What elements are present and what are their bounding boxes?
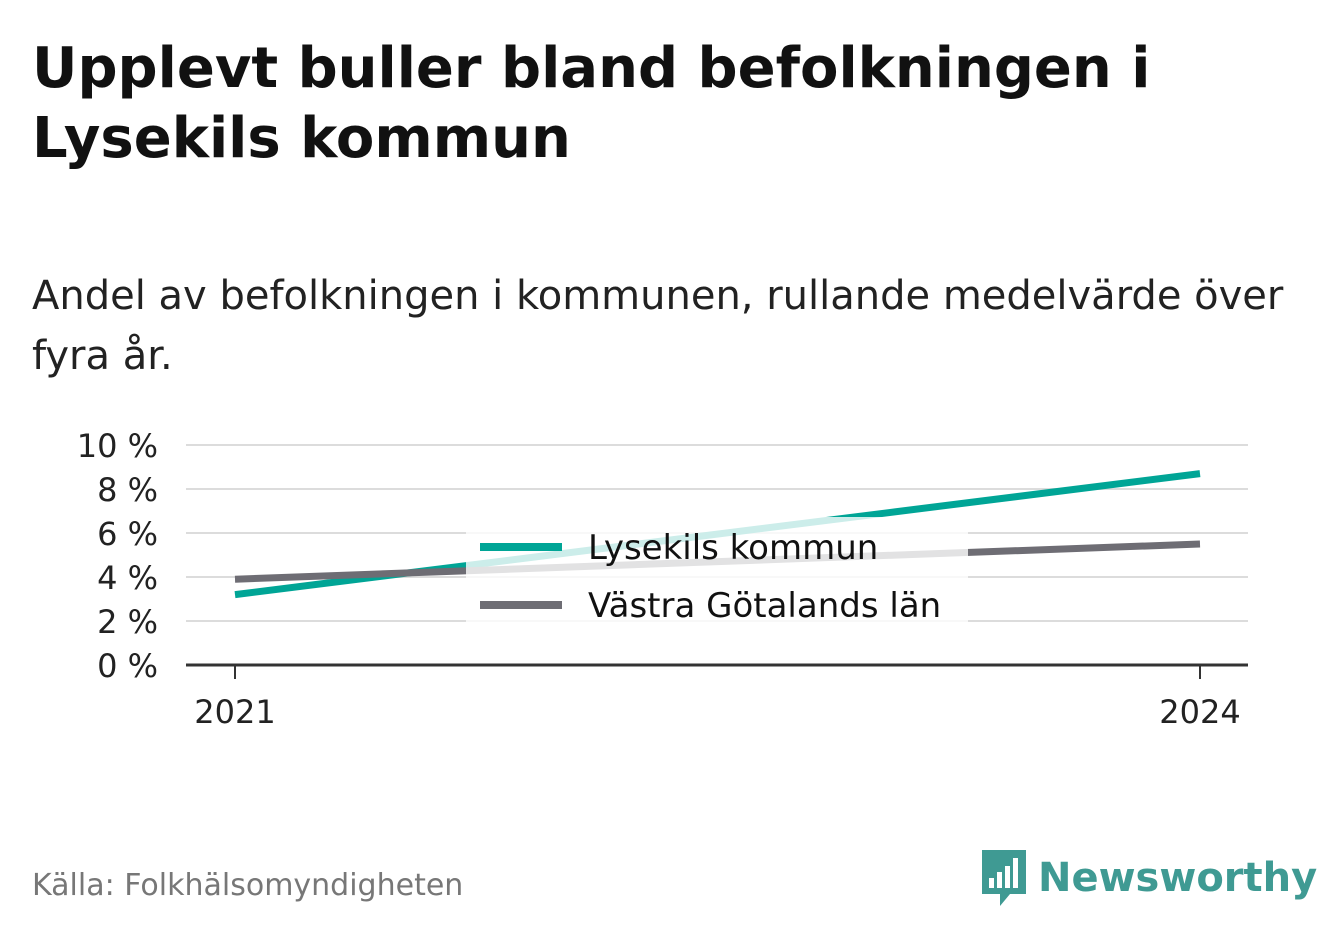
y-tick-label: 6 % bbox=[97, 515, 158, 553]
legend-label: Västra Götalands län bbox=[588, 586, 941, 626]
x-tick-label: 2021 bbox=[194, 693, 275, 731]
legend-background bbox=[466, 517, 968, 643]
newsworthy-logo-icon bbox=[982, 850, 1026, 906]
y-tick-label: 2 % bbox=[97, 603, 158, 641]
y-axis-ticks: 0 % 2 % 4 % 6 % 8 % 10 % bbox=[77, 427, 158, 685]
legend-label: Lysekils kommun bbox=[588, 528, 878, 568]
y-tick-label: 4 % bbox=[97, 559, 158, 597]
legend: Lysekils kommun Västra Götalands län bbox=[466, 517, 968, 643]
x-axis: 2021 2024 bbox=[186, 663, 1248, 731]
y-tick-label: 10 % bbox=[77, 427, 158, 465]
y-tick-label: 8 % bbox=[97, 471, 158, 509]
chart-title: Upplevt buller bland befolkningen i Lyse… bbox=[32, 36, 1151, 171]
line-chart: 0 % 2 % 4 % 6 % 8 % 10 % Lysekils kommun Västr… bbox=[77, 427, 1248, 731]
chart-subtitle: Andel av befolkningen i kommunen, rullan… bbox=[32, 273, 1284, 379]
brand-logo: Newsworthy bbox=[980, 848, 1317, 908]
y-tick-label: 0 % bbox=[97, 647, 158, 685]
x-tick-label: 2024 bbox=[1159, 693, 1240, 731]
source-note: Källa: Folkhälsomyndigheten bbox=[32, 868, 464, 903]
brand-name: Newsworthy bbox=[1038, 855, 1318, 901]
